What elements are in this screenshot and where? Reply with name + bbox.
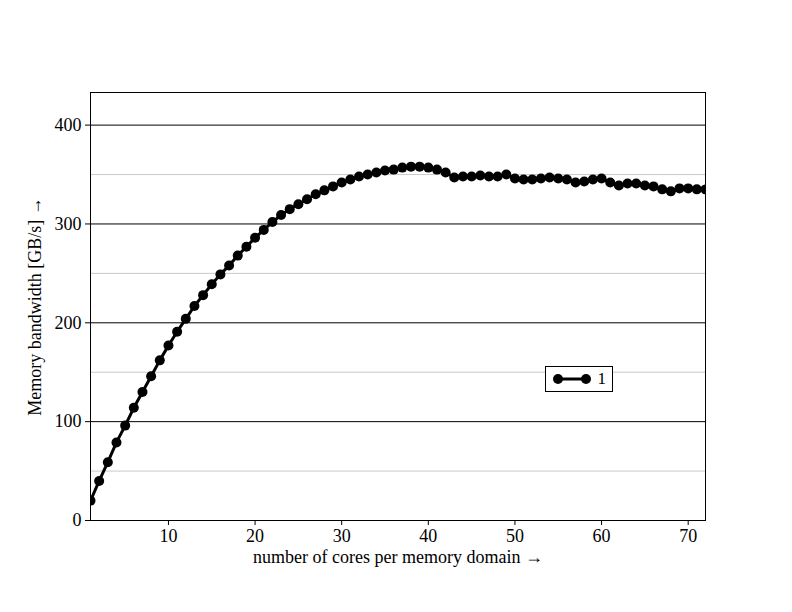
svg-text:400: 400 bbox=[55, 115, 82, 135]
svg-text:10: 10 bbox=[159, 526, 177, 546]
svg-text:number of cores per memory dom: number of cores per memory domain → bbox=[253, 547, 543, 567]
svg-text:70: 70 bbox=[679, 526, 697, 546]
svg-text:30: 30 bbox=[333, 526, 351, 546]
html-text:1: 1 bbox=[597, 369, 606, 388]
svg-text:100: 100 bbox=[55, 411, 82, 431]
svg-text:300: 300 bbox=[55, 214, 82, 234]
svg-text:40: 40 bbox=[419, 526, 437, 546]
svg-text:60: 60 bbox=[593, 526, 611, 546]
svg-text:0: 0 bbox=[73, 510, 82, 530]
svg-text:50: 50 bbox=[506, 526, 524, 546]
svg-text:20: 20 bbox=[246, 526, 264, 546]
svg-text:200: 200 bbox=[55, 313, 82, 333]
svg-text:Memory bandwidth [GB/s] →: Memory bandwidth [GB/s] → bbox=[25, 197, 45, 415]
